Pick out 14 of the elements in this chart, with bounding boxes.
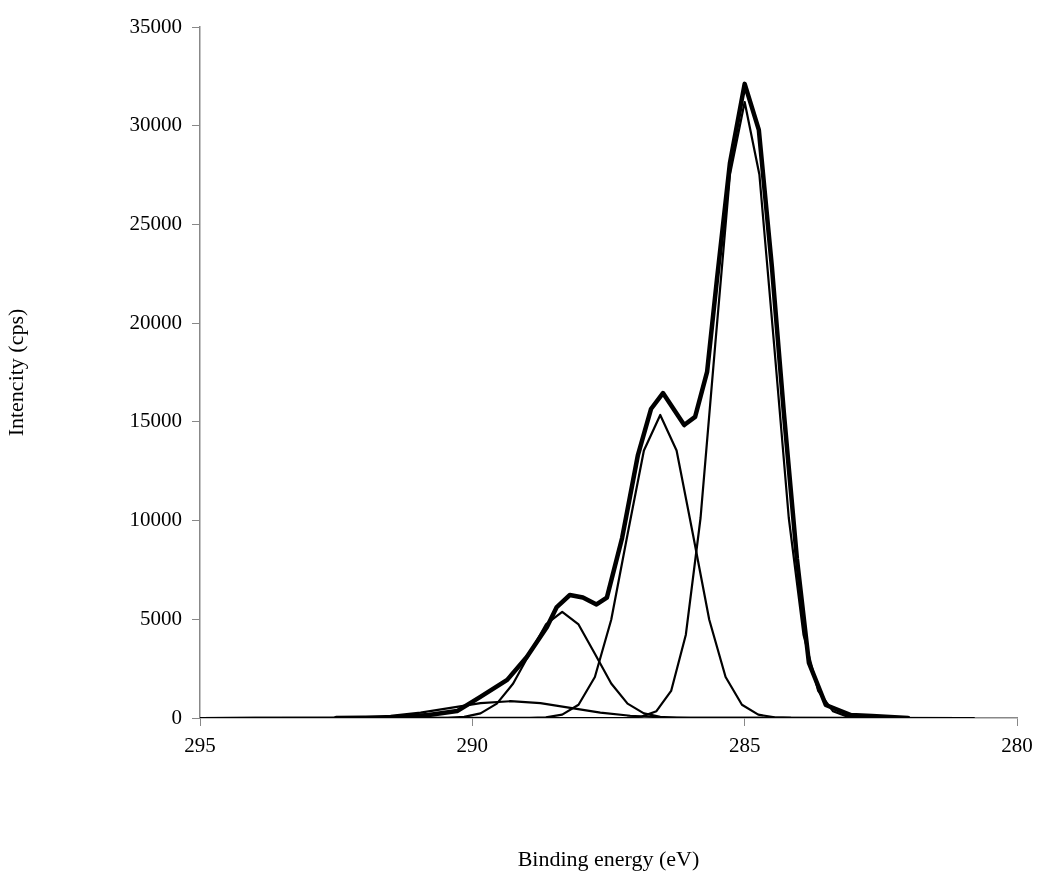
y-tick-label: 5000 [140, 605, 182, 630]
y-tick-label: 10000 [129, 507, 182, 532]
y-tick-label: 0 [171, 704, 182, 729]
x-tick-label: 290 [456, 733, 489, 758]
x-tick-label: 295 [184, 733, 216, 758]
y-axis-title: Intencity (cps) [2, 308, 28, 437]
x-tick-label: 280 [1001, 733, 1033, 758]
y-tick-label: 15000 [129, 408, 182, 433]
y-tick-label: 25000 [129, 210, 182, 235]
x-axis-title: Binding energy (eV) [517, 845, 700, 871]
y-tick-label: 35000 [129, 13, 182, 38]
x-tick-label: 285 [728, 733, 761, 758]
y-tick-label: 30000 [129, 112, 182, 137]
y-tick-label: 20000 [129, 309, 182, 334]
